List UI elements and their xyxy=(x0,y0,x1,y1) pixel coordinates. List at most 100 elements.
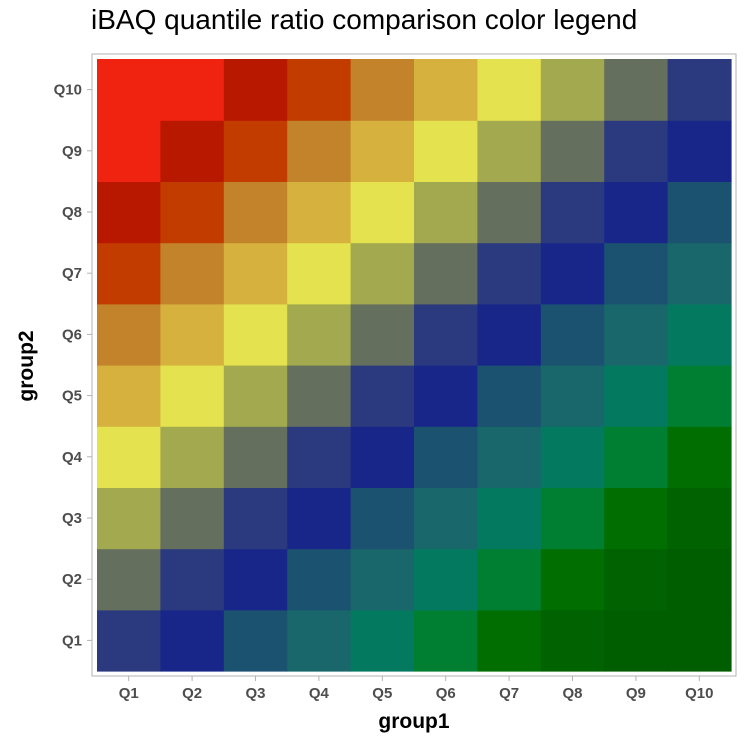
heatmap-cell xyxy=(477,181,542,244)
heatmap-cell xyxy=(160,426,225,488)
heatmap-cell xyxy=(414,242,478,305)
x-tick-label: Q4 xyxy=(309,685,330,702)
heatmap-cell xyxy=(287,242,352,305)
x-tick-label: Q6 xyxy=(436,685,456,702)
heatmap-cell xyxy=(97,609,161,672)
heatmap-cell xyxy=(540,242,605,305)
heatmap-cell xyxy=(350,426,415,488)
x-tick-label: Q9 xyxy=(626,685,646,702)
heatmap-cell xyxy=(97,303,161,366)
y-tick-label: Q6 xyxy=(62,326,82,343)
x-tick-label: Q3 xyxy=(245,685,265,702)
heatmap-cell xyxy=(540,365,605,427)
heatmap-cell xyxy=(287,365,352,427)
chart-title: iBAQ quantile ratio comparison color leg… xyxy=(91,4,638,35)
heatmap-cell xyxy=(160,609,225,672)
heatmap-cell xyxy=(160,548,225,611)
heatmap-cell xyxy=(160,242,225,305)
heatmap-cell xyxy=(477,487,542,550)
heatmap-cell xyxy=(667,303,732,366)
heatmap-cell xyxy=(350,548,415,611)
heatmap-cell xyxy=(160,181,225,244)
heatmap-cell xyxy=(414,303,478,366)
heatmap-cell xyxy=(223,487,288,550)
heatmap-cell xyxy=(667,426,732,488)
heatmap-cell xyxy=(223,548,288,611)
heatmap-cells xyxy=(97,59,732,672)
heatmap-cell xyxy=(223,365,288,427)
heatmap-cell xyxy=(350,120,415,182)
heatmap-cell xyxy=(350,365,415,427)
heatmap-cell xyxy=(604,548,669,611)
heatmap-cell xyxy=(667,365,732,427)
heatmap-cell xyxy=(160,120,225,182)
heatmap-cell xyxy=(223,59,288,121)
heatmap-cell xyxy=(477,59,542,121)
heatmap-cell xyxy=(97,548,161,611)
heatmap-cell xyxy=(223,303,288,366)
x-tick-label: Q2 xyxy=(182,685,202,702)
y-tick-label: Q10 xyxy=(54,82,82,99)
heatmap-cell xyxy=(160,59,225,121)
x-tick-label: Q5 xyxy=(372,685,392,702)
heatmap-cell xyxy=(604,242,669,305)
x-tick-label: Q10 xyxy=(685,685,713,702)
heatmap-cell xyxy=(540,303,605,366)
heatmap-cell xyxy=(477,426,542,488)
heatmap-cell xyxy=(667,59,732,121)
heatmap-cell xyxy=(97,120,161,182)
heatmap-cell xyxy=(97,59,161,121)
y-tick-label: Q5 xyxy=(62,388,82,405)
heatmap-cell xyxy=(604,59,669,121)
heatmap-cell xyxy=(287,487,352,550)
heatmap-cell xyxy=(667,609,732,672)
heatmap-cell xyxy=(414,120,478,182)
y-axis: Q1 Q2 Q3 Q4 Q5 Q6 Q7 Q8 Q9 Q10 xyxy=(54,82,92,649)
heatmap-cell xyxy=(540,609,605,672)
heatmap-cell xyxy=(97,181,161,244)
heatmap-cell xyxy=(287,609,352,672)
heatmap-cell xyxy=(160,365,225,427)
heatmap-cell xyxy=(223,120,288,182)
heatmap-cell xyxy=(540,181,605,244)
heatmap-cell xyxy=(97,426,161,488)
x-tick-label: Q1 xyxy=(119,685,139,702)
y-tick-label: Q7 xyxy=(62,265,82,282)
heatmap-cell xyxy=(667,242,732,305)
heatmap-cell xyxy=(414,487,478,550)
heatmap-cell xyxy=(414,59,478,121)
heatmap-cell xyxy=(223,181,288,244)
heatmap-cell xyxy=(604,120,669,182)
heatmap-cell xyxy=(287,181,352,244)
heatmap-cell xyxy=(667,548,732,611)
heatmap-cell xyxy=(287,303,352,366)
heatmap-cell xyxy=(667,487,732,550)
x-axis: Q1 Q2 Q3 Q4 Q5 Q6 Q7 Q8 Q9 Q10 xyxy=(119,676,713,702)
heatmap-cell xyxy=(350,609,415,672)
x-axis-label: group1 xyxy=(378,710,449,733)
heatmap-cell xyxy=(604,303,669,366)
y-tick-label: Q8 xyxy=(62,204,82,221)
heatmap-cell xyxy=(223,426,288,488)
heatmap-cell xyxy=(540,426,605,488)
heatmap-cell xyxy=(287,548,352,611)
heatmap-cell xyxy=(223,242,288,305)
y-tick-label: Q1 xyxy=(62,632,82,649)
heatmap-cell xyxy=(97,487,161,550)
y-tick-label: Q9 xyxy=(62,143,82,160)
heatmap-cell xyxy=(540,487,605,550)
heatmap-cell xyxy=(477,120,542,182)
y-axis-label: group2 xyxy=(15,330,38,401)
heatmap-cell xyxy=(350,303,415,366)
heatmap-cell xyxy=(414,609,478,672)
heatmap-cell xyxy=(604,426,669,488)
heatmap-cell xyxy=(287,426,352,488)
heatmap-cell xyxy=(604,181,669,244)
heatmap-cell xyxy=(477,609,542,672)
x-tick-label: Q8 xyxy=(562,685,582,702)
heatmap-cell xyxy=(350,59,415,121)
heatmap-cell xyxy=(667,181,732,244)
heatmap-cell xyxy=(350,487,415,550)
heatmap-cell xyxy=(540,120,605,182)
